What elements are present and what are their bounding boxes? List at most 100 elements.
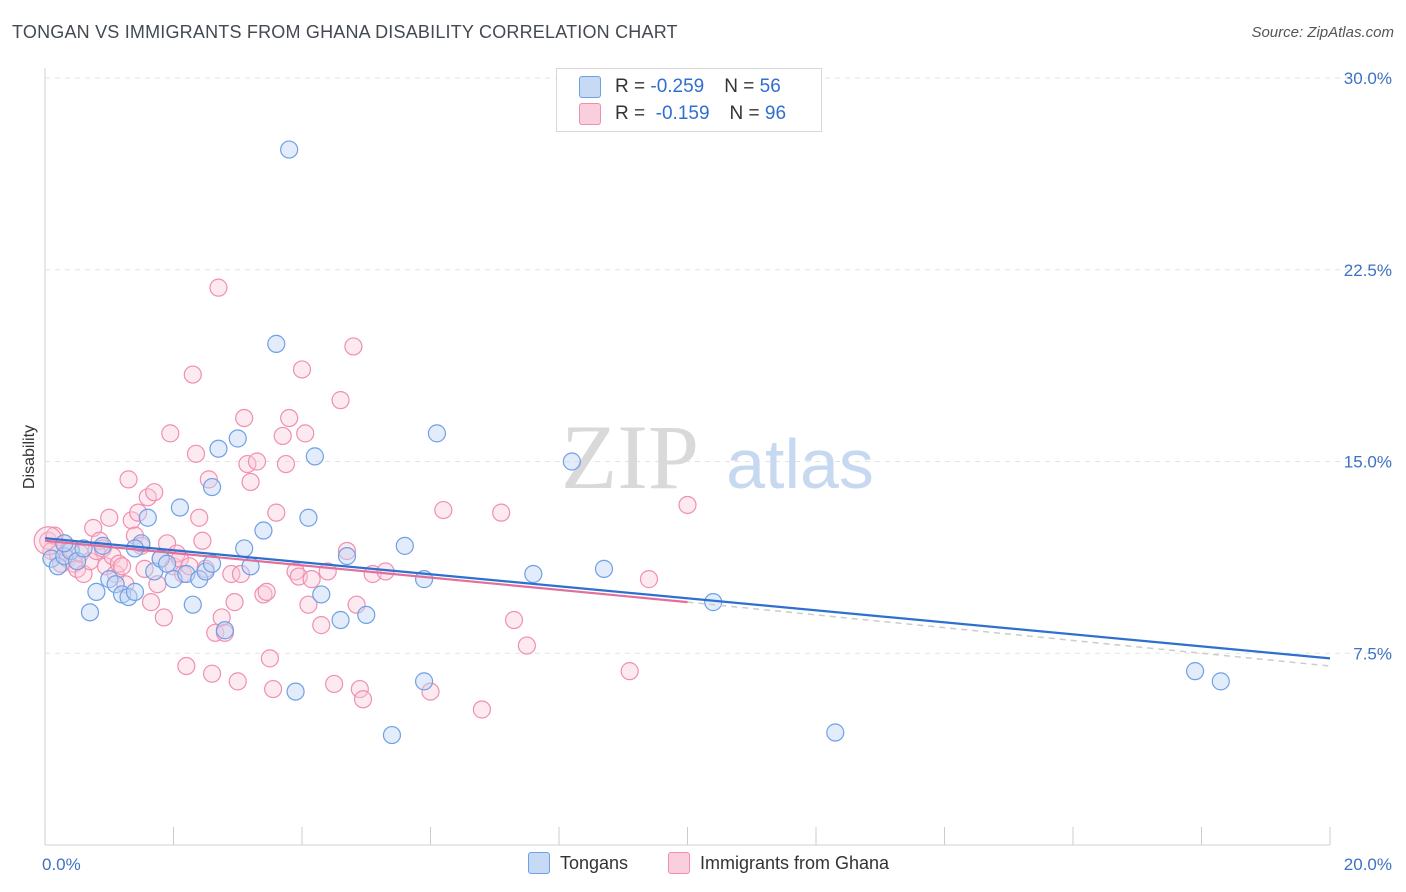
ghana-point	[292, 360, 312, 379]
ghana-point	[312, 616, 331, 635]
bottom-legend-swatch-tongans	[528, 852, 550, 874]
tongans-point	[267, 334, 286, 353]
ghana-point	[183, 365, 202, 384]
ghana-point	[492, 503, 511, 522]
tick-labels: 7.5% 15.0% 22.5% 30.0% 0.0% 20.0%	[42, 69, 1392, 874]
trend-line-ghana	[44, 539, 688, 604]
legend-swatch-tongans	[579, 76, 601, 98]
tongans-point	[209, 439, 228, 458]
ghana-point	[296, 424, 315, 443]
tongans-point	[331, 610, 350, 630]
legend-row-tongans: R = -0.259 N = 56	[579, 75, 781, 99]
tongans-point	[87, 582, 106, 601]
y-tick-label: 7.5%	[1353, 644, 1392, 663]
ghana-point	[434, 500, 453, 520]
tongans-point	[826, 723, 845, 742]
chart-title: TONGAN VS IMMIGRANTS FROM GHANA DISABILI…	[12, 22, 678, 42]
ghana-point	[186, 444, 206, 463]
ghana-point	[222, 564, 241, 584]
tongans-point	[228, 429, 247, 448]
watermark-atlas: atlas	[726, 425, 874, 503]
ghana-point	[273, 426, 292, 446]
tongans-point	[170, 498, 190, 517]
tongans-point	[382, 725, 402, 745]
ghana-point	[209, 278, 228, 297]
tongans-point	[254, 521, 273, 540]
source-label: Source: ZipAtlas.com	[1251, 24, 1394, 41]
tongans-point	[357, 605, 376, 625]
series-tongans	[42, 140, 1230, 745]
ghana-point	[276, 454, 296, 474]
ghana-point	[350, 679, 369, 699]
tongans-point	[235, 539, 254, 558]
ghana-point	[299, 595, 318, 614]
ghana-point	[141, 593, 161, 612]
tongans-point	[157, 554, 177, 573]
ghana-point	[263, 679, 283, 699]
tongans-point	[337, 546, 357, 566]
tongans-point	[106, 575, 125, 594]
legend-row-ghana: R = -0.159 N = 96	[579, 102, 787, 126]
tongans-point	[125, 582, 145, 601]
tongans-point	[305, 447, 324, 466]
ghana-point	[154, 608, 173, 627]
tongans-point	[183, 595, 202, 614]
tongans-point	[299, 508, 318, 527]
tongans-point	[594, 559, 614, 578]
tongans-point	[286, 682, 305, 701]
ghana-point	[302, 570, 321, 589]
x-tick-label: 0.0%	[42, 855, 81, 874]
bottom-legend-label-tongans: Tongans	[560, 852, 629, 873]
ghana-point	[639, 570, 659, 589]
bottom-legend-ghana: Immigrants from Ghana	[668, 852, 889, 874]
axes	[44, 68, 1331, 846]
ghana-point	[504, 610, 524, 630]
ghana-point	[678, 495, 697, 515]
tongans-point	[395, 536, 414, 555]
ghana-point	[260, 649, 279, 668]
ghana-point	[119, 470, 138, 489]
ghana-point	[257, 582, 276, 601]
legend-n-value: 56	[759, 76, 781, 97]
legend-r-value: -0.259	[650, 76, 705, 97]
ghana-point	[112, 557, 132, 576]
tongans-point	[427, 424, 447, 443]
ghana-point	[344, 337, 363, 356]
ghana-point	[267, 503, 286, 522]
ghana-point	[190, 508, 209, 527]
ghana-point	[161, 424, 180, 443]
trend-extension-dashed	[687, 601, 1331, 667]
tongans-point	[202, 477, 222, 497]
legend-r-value: -0.159	[650, 103, 710, 124]
bottom-legend-label-ghana: Immigrants from Ghana	[700, 852, 890, 873]
bottom-legend-swatch-ghana	[668, 852, 690, 874]
legend-r-label: R =	[615, 76, 651, 97]
trend-line-tongans	[44, 537, 1331, 660]
bottom-legend-tongans: Tongans	[528, 852, 628, 874]
y-axis-label: Disability	[21, 425, 38, 489]
tongans-point	[312, 585, 331, 604]
trend-lines	[44, 537, 1331, 667]
ghana-point	[241, 472, 260, 492]
ghana-point	[472, 700, 491, 719]
y-tick-label: 30.0%	[1344, 69, 1392, 88]
y-tick-label: 15.0%	[1344, 453, 1392, 472]
legend-n-label: N =	[724, 76, 760, 97]
ghana-point	[228, 672, 247, 691]
legend-r-label: R =	[615, 103, 651, 124]
ghana-point	[100, 508, 119, 527]
ghana-point	[280, 408, 299, 428]
legend: R = -0.259 N = 56 R = -0.159 N = 96	[556, 68, 822, 132]
ghana-point	[235, 408, 254, 428]
ghana-point	[325, 674, 344, 694]
tongans-point	[202, 554, 222, 573]
x-tick-label: 20.0%	[1344, 855, 1392, 874]
legend-n-value: 96	[764, 103, 787, 124]
ghana-point	[177, 656, 196, 676]
tongans-point	[80, 603, 100, 622]
ghana-point	[247, 452, 267, 471]
tongans-point	[280, 140, 299, 159]
ghana-point	[145, 483, 164, 502]
y-tick-label: 22.5%	[1344, 261, 1392, 280]
